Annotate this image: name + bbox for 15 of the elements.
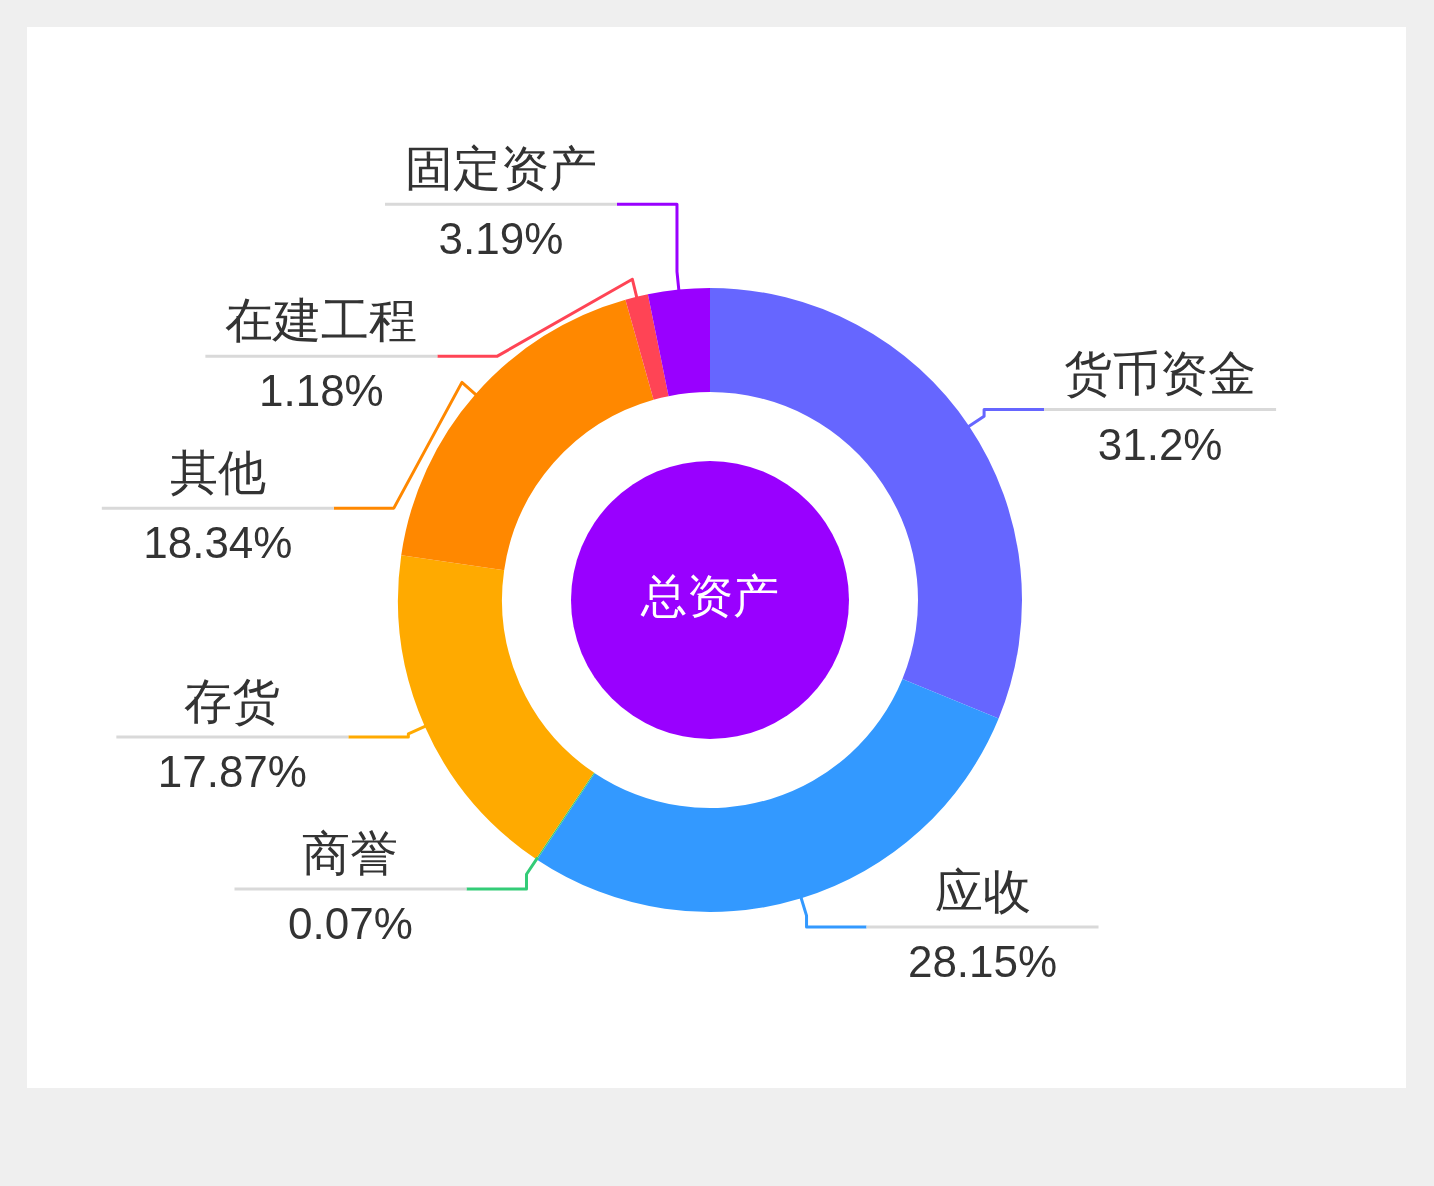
data-label: 28.15%	[907, 937, 1058, 987]
legend-label: 商誉	[302, 824, 399, 881]
data-label: 18.34%	[143, 518, 293, 568]
slice-label: 货币资金	[1064, 345, 1257, 402]
slice-label: 应收	[934, 862, 1031, 919]
data-label: 17.87%	[157, 747, 307, 797]
data-label: 1.18%	[258, 366, 384, 416]
data-label: 31.2%	[1097, 419, 1223, 469]
data-label: 0.07%	[288, 899, 413, 949]
slice-label: 在建工程	[225, 291, 418, 348]
slice-label: 存货	[184, 672, 281, 729]
text: 总资产	[640, 568, 779, 623]
slice-label: 其他	[169, 443, 266, 500]
slice-label: 固定资产	[404, 139, 597, 196]
data-label: 3.19%	[438, 214, 564, 264]
